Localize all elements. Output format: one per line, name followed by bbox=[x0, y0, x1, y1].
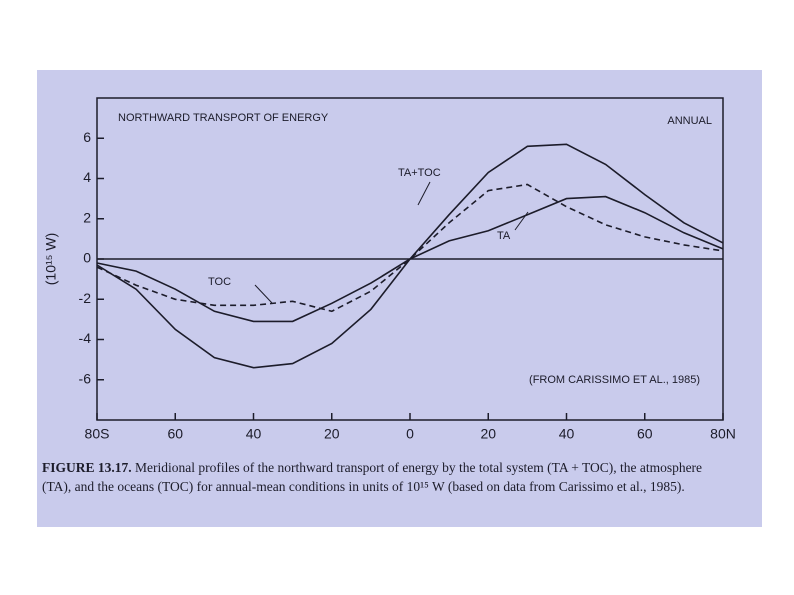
x-tick-label: 80N bbox=[710, 426, 736, 442]
series-line bbox=[96, 183, 724, 313]
y-tick-label: 0 bbox=[83, 250, 91, 266]
caption-text: Meridional profiles of the northward tra… bbox=[42, 460, 703, 494]
y-axis-label: (10¹⁵ W) bbox=[43, 233, 59, 285]
y-tick-label: -6 bbox=[79, 370, 92, 386]
scan-background bbox=[37, 70, 762, 527]
series-label: TA+TOC bbox=[398, 167, 441, 179]
leader bbox=[417, 181, 431, 206]
x-tick-label: 20 bbox=[324, 426, 340, 442]
y-tick-label: -4 bbox=[79, 330, 92, 346]
x-tick-label: 20 bbox=[480, 426, 496, 442]
caption: FIGURE 13.17. Meridional profiles of the… bbox=[42, 458, 722, 496]
x-tick-label: 40 bbox=[559, 426, 575, 442]
chart-subtitle: ANNUAL bbox=[667, 115, 712, 127]
y-tick-label: 2 bbox=[83, 209, 91, 225]
chart-title: NORTHWARD TRANSPORT OF ENERGY bbox=[118, 112, 329, 124]
annotation: (FROM CARISSIMO ET AL., 1985) bbox=[529, 374, 700, 386]
x-tick-label: 80S bbox=[85, 426, 110, 442]
caption-label: FIGURE 13.17. bbox=[42, 460, 132, 475]
x-tick-label: 60 bbox=[637, 426, 653, 442]
y-tick-label: -2 bbox=[79, 290, 92, 306]
series-label: TA bbox=[497, 230, 511, 242]
leader bbox=[254, 284, 273, 304]
y-tick-label: 6 bbox=[83, 129, 91, 145]
y-tick-label: 4 bbox=[83, 169, 91, 185]
x-tick-label: 60 bbox=[167, 426, 183, 442]
series-label: TOC bbox=[208, 276, 231, 288]
x-tick-label: 0 bbox=[406, 426, 414, 442]
x-tick-label: 40 bbox=[246, 426, 262, 442]
